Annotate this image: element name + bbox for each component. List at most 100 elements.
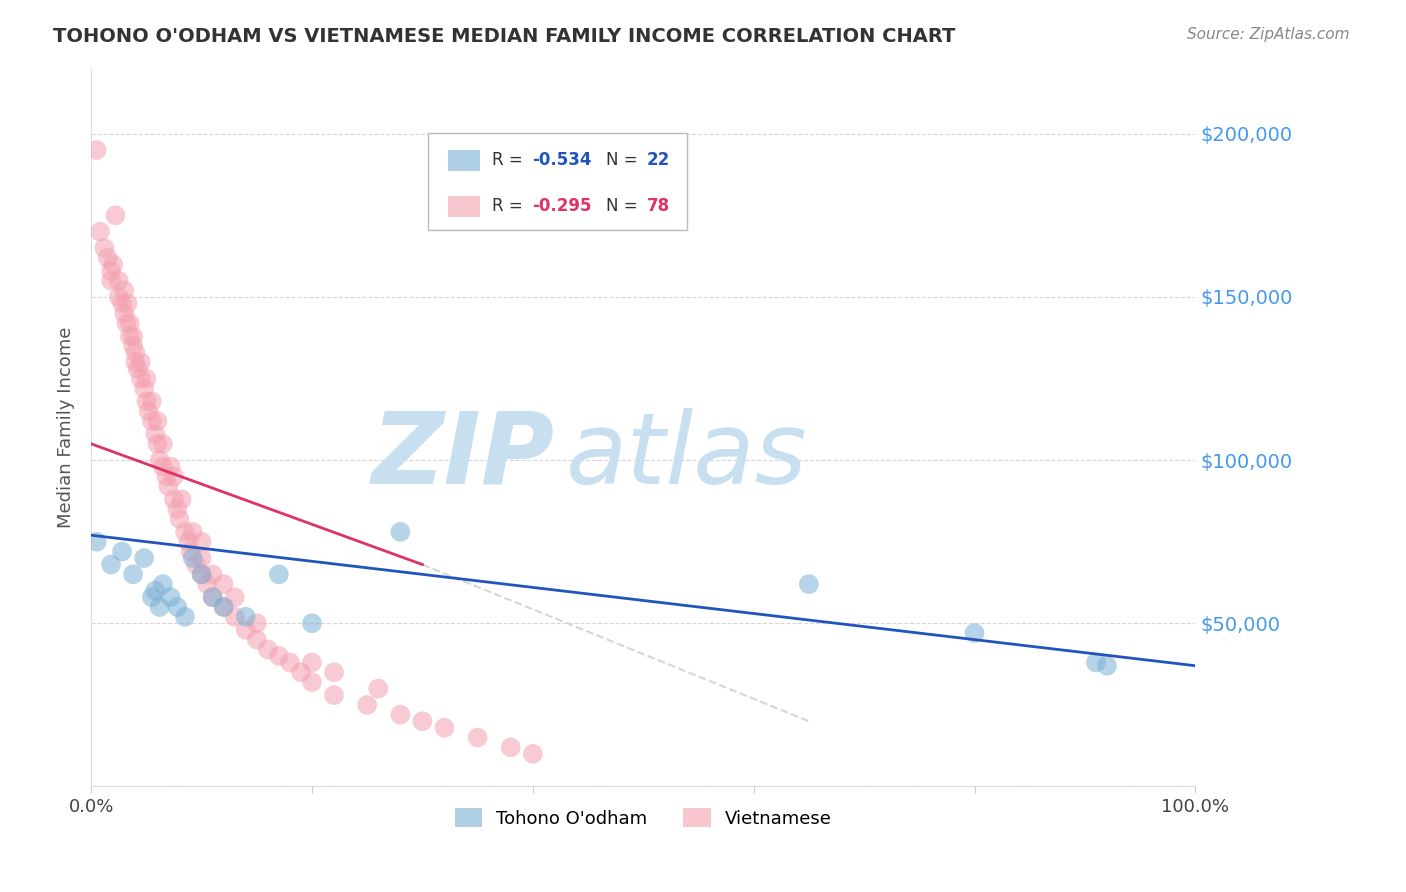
Point [212,599,235,614]
Point [224,591,246,605]
Point [112,306,135,320]
Text: Source: ZipAtlas.com: Source: ZipAtlas.com [1187,27,1350,42]
Point [107,290,129,304]
Point [201,591,224,605]
Point [141,414,163,428]
Text: atlas: atlas [567,408,807,505]
Point [235,623,257,637]
Text: -0.295: -0.295 [531,197,592,215]
Text: N =: N = [606,152,643,169]
Point [323,688,346,702]
Point [301,616,323,631]
Point [89,225,111,239]
Point [122,339,145,353]
Point [107,274,129,288]
FancyBboxPatch shape [427,133,688,230]
Point [93,241,115,255]
Point [301,656,323,670]
Text: 78: 78 [647,197,669,215]
Point [267,567,290,582]
Point [143,583,166,598]
Point [522,747,544,761]
Point [134,551,156,566]
Point [152,459,174,474]
Point [138,404,160,418]
Point [112,284,135,298]
Point [118,316,141,330]
Point [141,591,163,605]
Point [152,577,174,591]
Point [290,665,312,680]
Point [195,577,218,591]
Point [169,512,191,526]
Point [467,731,489,745]
Point [181,551,204,566]
Point [135,394,157,409]
Point [356,698,378,712]
Point [104,208,127,222]
Point [224,609,246,624]
Point [166,502,188,516]
Point [134,381,156,395]
Point [212,599,235,614]
Legend: Tohono O'odham, Vietnamese: Tohono O'odham, Vietnamese [447,801,839,835]
Point [129,355,152,369]
Point [411,714,433,729]
Point [174,524,197,539]
Point [122,567,145,582]
Point [267,648,290,663]
Point [212,577,235,591]
Point [152,437,174,451]
Point [86,534,108,549]
Point [135,371,157,385]
Point [127,361,149,376]
Point [124,345,146,359]
Text: TOHONO O'ODHAM VS VIETNAMESE MEDIAN FAMILY INCOME CORRELATION CHART: TOHONO O'ODHAM VS VIETNAMESE MEDIAN FAMI… [53,27,956,45]
Point [129,371,152,385]
Point [163,469,186,483]
Point [117,296,139,310]
Point [159,459,181,474]
Point [389,707,412,722]
Point [170,492,193,507]
Point [246,632,269,647]
Point [246,616,269,631]
Point [184,558,207,572]
Point [367,681,389,696]
Point [149,599,172,614]
FancyBboxPatch shape [447,195,478,216]
Point [190,567,212,582]
Point [159,591,181,605]
Point [100,264,122,278]
Point [100,274,122,288]
Point [190,534,212,549]
Point [323,665,346,680]
Point [256,642,278,657]
Point [111,296,134,310]
Point [180,544,202,558]
Point [100,558,122,572]
Point [389,524,412,539]
Point [163,492,186,507]
Point [177,534,200,549]
Text: ZIP: ZIP [373,408,555,505]
Point [141,394,163,409]
FancyBboxPatch shape [447,150,478,170]
Point [149,453,172,467]
Text: R =: R = [492,152,529,169]
Point [433,721,456,735]
Point [146,437,169,451]
Point [111,544,134,558]
Point [143,427,166,442]
Point [97,251,120,265]
Y-axis label: Median Family Income: Median Family Income [58,326,75,528]
Text: R =: R = [492,197,529,215]
Point [146,414,169,428]
Point [1084,656,1107,670]
Text: N =: N = [606,197,643,215]
Text: 22: 22 [647,152,669,169]
Point [301,675,323,690]
Point [181,524,204,539]
Point [190,567,212,582]
Text: -0.534: -0.534 [531,152,592,169]
